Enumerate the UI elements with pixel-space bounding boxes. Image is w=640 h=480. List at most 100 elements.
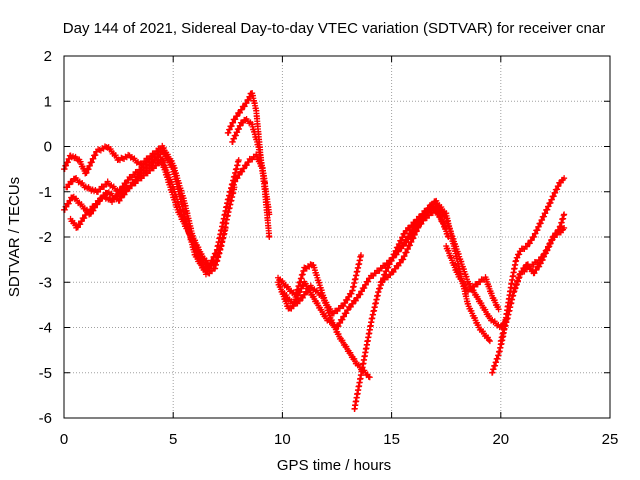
axis-ticks: 0 5 10 15 20 25 -6 -5 -4 -3 -2 -1 0 1 2 bbox=[39, 48, 619, 448]
series-sat-J bbox=[275, 252, 365, 317]
data-point-marker bbox=[226, 126, 233, 133]
data-point-marker bbox=[362, 281, 369, 288]
data-point-marker bbox=[408, 230, 415, 237]
data-point-marker bbox=[386, 261, 393, 268]
data-point-marker bbox=[539, 216, 546, 223]
data-point-marker bbox=[561, 224, 568, 231]
data-point-marker bbox=[347, 303, 354, 310]
data-point-marker bbox=[547, 199, 554, 206]
data-point-marker bbox=[545, 244, 552, 251]
data-point-marker bbox=[401, 239, 408, 246]
data-point-marker bbox=[403, 249, 410, 256]
data-point-marker bbox=[266, 211, 273, 218]
y-tick-label: -4 bbox=[39, 320, 52, 337]
data-point-marker bbox=[339, 316, 346, 323]
y-tick-label: -5 bbox=[39, 365, 52, 382]
y-tick-label: 1 bbox=[44, 93, 52, 110]
data-point-marker bbox=[409, 226, 416, 233]
data-point-marker bbox=[541, 250, 548, 257]
data-point-marker bbox=[541, 213, 548, 220]
data-point-marker bbox=[389, 254, 396, 261]
data-point-marker bbox=[545, 203, 552, 210]
data-point-marker bbox=[561, 175, 568, 182]
data-point-marker bbox=[234, 175, 241, 182]
data-point-marker bbox=[340, 303, 347, 310]
y-tick-label: -3 bbox=[39, 274, 52, 291]
data-point-marker bbox=[552, 189, 559, 196]
data-point-marker bbox=[417, 217, 424, 224]
series-sat-P bbox=[497, 211, 568, 345]
data-point-marker bbox=[236, 109, 243, 116]
data-point-marker bbox=[415, 224, 422, 231]
data-point-marker bbox=[495, 306, 502, 313]
data-point-marker bbox=[88, 159, 95, 166]
data-point-marker bbox=[299, 294, 306, 301]
data-point-marker bbox=[404, 236, 411, 243]
data-point-marker bbox=[537, 260, 544, 267]
data-point-marker bbox=[243, 100, 250, 107]
data-point-marker bbox=[90, 155, 97, 162]
y-tick-label: -1 bbox=[39, 184, 52, 201]
data-point-marker bbox=[239, 168, 246, 175]
data-point-marker bbox=[405, 233, 412, 240]
data-point-marker bbox=[116, 197, 123, 204]
data-point-marker bbox=[396, 240, 403, 247]
data-point-marker bbox=[335, 323, 342, 330]
data-point-marker bbox=[401, 252, 408, 259]
data-point-marker bbox=[526, 240, 533, 247]
data-point-marker bbox=[65, 200, 72, 207]
x-axis-label: GPS time / hours bbox=[277, 457, 391, 474]
series-sat-D bbox=[67, 157, 229, 272]
x-tick-label: 15 bbox=[383, 431, 400, 448]
data-point-marker bbox=[261, 179, 268, 186]
data-point-marker bbox=[92, 152, 99, 159]
data-point-marker bbox=[485, 336, 492, 343]
series-sat-K bbox=[351, 202, 452, 412]
data-point-marker bbox=[344, 307, 351, 313]
data-point-marker bbox=[352, 297, 359, 304]
data-point-marker bbox=[539, 253, 546, 260]
data-point-marker bbox=[296, 297, 303, 304]
data-point-marker bbox=[238, 106, 245, 113]
data-point-marker bbox=[366, 374, 373, 381]
data-point-marker bbox=[365, 278, 372, 285]
data-point-marker bbox=[414, 220, 421, 227]
data-point-marker bbox=[225, 129, 232, 136]
data-point-marker bbox=[230, 181, 237, 188]
data-point-marker bbox=[537, 220, 544, 227]
data-point-marker bbox=[395, 244, 402, 251]
data-point-marker bbox=[388, 257, 395, 264]
data-point-marker bbox=[298, 285, 305, 292]
data-point-marker bbox=[77, 221, 84, 228]
data-point-marker bbox=[533, 266, 540, 273]
data-point-marker bbox=[400, 256, 407, 263]
y-tick-label: -2 bbox=[39, 229, 52, 246]
data-point-marker bbox=[241, 165, 248, 172]
data-point-marker bbox=[385, 264, 392, 271]
data-point-marker bbox=[531, 233, 538, 240]
data-point-marker bbox=[392, 265, 399, 272]
data-point-marker bbox=[554, 186, 561, 193]
data-point-marker bbox=[85, 166, 92, 173]
data-point-marker bbox=[243, 162, 250, 169]
data-point-marker bbox=[419, 214, 426, 221]
data-point-marker bbox=[304, 288, 311, 295]
data-point-marker bbox=[547, 240, 554, 247]
data-point-marker bbox=[383, 268, 390, 275]
data-point-marker bbox=[524, 243, 531, 250]
series-sat-Q bbox=[510, 224, 568, 295]
data-point-marker bbox=[544, 206, 551, 213]
data-point-marker bbox=[266, 234, 273, 240]
data-point-marker bbox=[81, 215, 88, 222]
data-point-marker bbox=[74, 224, 81, 231]
data-point-marker bbox=[241, 103, 248, 110]
data-point-marker bbox=[343, 310, 350, 317]
data-point-marker bbox=[236, 171, 243, 178]
series-sat-N bbox=[443, 243, 502, 313]
x-tick-label: 20 bbox=[492, 431, 509, 448]
data-series bbox=[61, 90, 568, 412]
data-point-marker bbox=[358, 288, 365, 295]
data-point-marker bbox=[297, 288, 304, 295]
data-point-marker bbox=[486, 338, 493, 345]
